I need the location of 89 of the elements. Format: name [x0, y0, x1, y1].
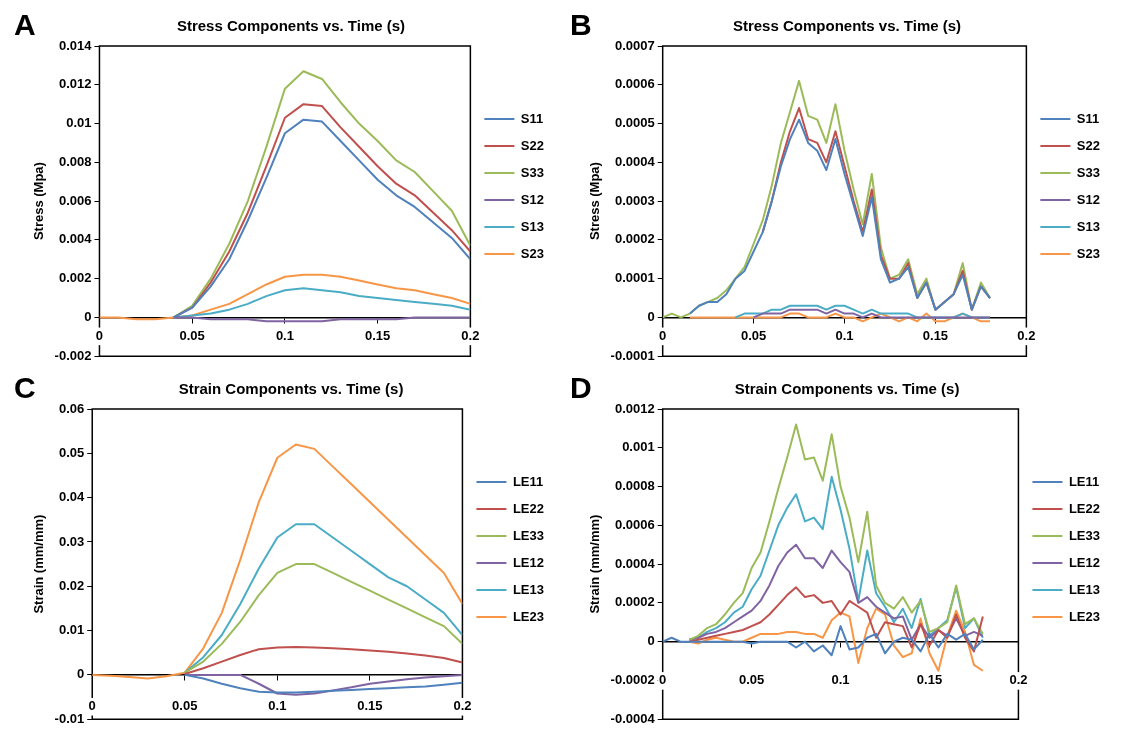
legend-label: LE12 — [512, 554, 545, 570]
y-tick-label: 0.0003 — [614, 192, 655, 208]
x-tick-label: 0 — [659, 327, 667, 343]
y-tick-label: 0.0004 — [614, 153, 656, 169]
y-axis-title: Stress (Mpa) — [587, 162, 603, 241]
y-tick-label: 0 — [647, 309, 655, 324]
y-tick-label: 0.0012 — [614, 400, 655, 416]
y-axis-title: Stress (Mpa) — [31, 162, 47, 241]
chart-title: Stress Components vs. Time (s) — [732, 17, 962, 35]
x-tick-label: 0 — [659, 672, 667, 688]
y-tick-label: 0.0005 — [614, 115, 655, 131]
y-tick-label: 0.01 — [58, 622, 85, 638]
y-tick-label: 0 — [647, 633, 655, 649]
x-tick-label: 0.15 — [357, 698, 383, 714]
x-tick-label: 0.2 — [453, 698, 472, 714]
y-tick-label: 0.05 — [58, 444, 85, 460]
legend-label: LE11 — [1068, 473, 1100, 489]
legend-label: S13 — [520, 218, 545, 234]
chart-title: Strain Components vs. Time (s) — [734, 380, 960, 398]
x-tick-label: 0.15 — [364, 327, 391, 343]
legend-label: S11 — [520, 110, 544, 126]
legend-label: LE33 — [1068, 527, 1101, 543]
legend-label: S22 — [1076, 137, 1101, 153]
y-tick-label: -0.002 — [54, 347, 92, 363]
y-axis-title: Strain (mm/mm) — [587, 514, 603, 614]
y-axis-title: Strain (mm/mm) — [31, 514, 47, 614]
x-tick-label: 0.05 — [172, 698, 198, 714]
y-tick-label: 0.0006 — [614, 516, 655, 532]
legend-label: LE13 — [512, 581, 545, 597]
y-tick-label: 0.012 — [58, 76, 92, 92]
chart-title: Strain Components vs. Time (s) — [178, 380, 404, 398]
legend-label: S33 — [520, 164, 545, 180]
x-tick-label: 0.05 — [179, 327, 205, 343]
y-tick-label: -0.0002 — [610, 672, 655, 687]
legend-label: S33 — [1076, 164, 1101, 180]
legend-label: S23 — [1076, 245, 1101, 261]
x-tick-label: 0.1 — [835, 327, 854, 343]
y-tick-label: 0.01 — [66, 115, 92, 131]
y-tick-label: -0.0004 — [610, 710, 656, 726]
x-tick-label: 0.05 — [740, 327, 767, 343]
x-tick-label: 0.1 — [268, 698, 287, 714]
y-tick-label: 0.014 — [58, 37, 93, 53]
legend-label: LE22 — [512, 500, 545, 516]
y-tick-label: 0.0006 — [614, 76, 655, 92]
y-tick-label: 0 — [84, 309, 92, 324]
legend-label: S22 — [520, 137, 545, 153]
legend-label: S13 — [1076, 218, 1101, 234]
legend-label: LE33 — [512, 527, 545, 543]
legend-label: S23 — [520, 245, 545, 261]
legend-label: S12 — [520, 191, 545, 207]
x-tick-label: 0.15 — [922, 327, 949, 343]
y-tick-label: 0.0002 — [614, 231, 655, 247]
y-tick-label: 0.001 — [622, 439, 655, 455]
y-tick-label: -0.0001 — [610, 347, 655, 363]
y-tick-label: 0.04 — [58, 489, 85, 505]
y-tick-label: 0.06 — [58, 400, 85, 416]
legend-label: S11 — [1076, 110, 1100, 126]
y-tick-label: 0.0001 — [614, 270, 655, 286]
x-tick-label: 0.15 — [916, 672, 943, 688]
y-tick-label: 0.006 — [58, 192, 92, 208]
chart-title: Stress Components vs. Time (s) — [176, 17, 406, 35]
y-tick-label: 0.0004 — [614, 555, 656, 571]
text: A — [14, 8, 36, 42]
x-tick-label: 0.2 — [1009, 672, 1028, 688]
legend-label: LE23 — [1068, 608, 1101, 624]
x-tick-label: 0.2 — [1017, 327, 1036, 343]
text: C — [14, 371, 36, 405]
y-tick-label: 0.0007 — [614, 37, 655, 53]
y-tick-label: 0.03 — [58, 533, 85, 549]
legend-label: S12 — [1076, 191, 1101, 207]
text: B — [570, 8, 592, 42]
y-tick-label: 0.0008 — [614, 478, 655, 494]
legend-label: LE11 — [512, 473, 544, 489]
text: D — [570, 371, 592, 405]
y-tick-label: 0.02 — [58, 577, 85, 593]
y-tick-label: 0.0002 — [614, 594, 655, 610]
y-tick-label: 0.002 — [58, 270, 92, 286]
y-tick-label: 0.008 — [58, 153, 92, 169]
x-tick-label: 0.1 — [831, 672, 850, 688]
legend-label: LE13 — [1068, 581, 1101, 597]
legend-label: LE23 — [512, 608, 545, 624]
y-tick-label: 0.004 — [58, 231, 93, 247]
y-tick-label: -0.01 — [54, 710, 85, 726]
x-tick-label: 0.05 — [738, 672, 765, 688]
legend-label: LE12 — [1068, 554, 1101, 570]
x-tick-label: 0.2 — [461, 327, 480, 343]
x-tick-label: 0 — [95, 327, 104, 343]
legend-label: LE22 — [1068, 500, 1101, 516]
x-tick-label: 0.1 — [275, 327, 294, 343]
